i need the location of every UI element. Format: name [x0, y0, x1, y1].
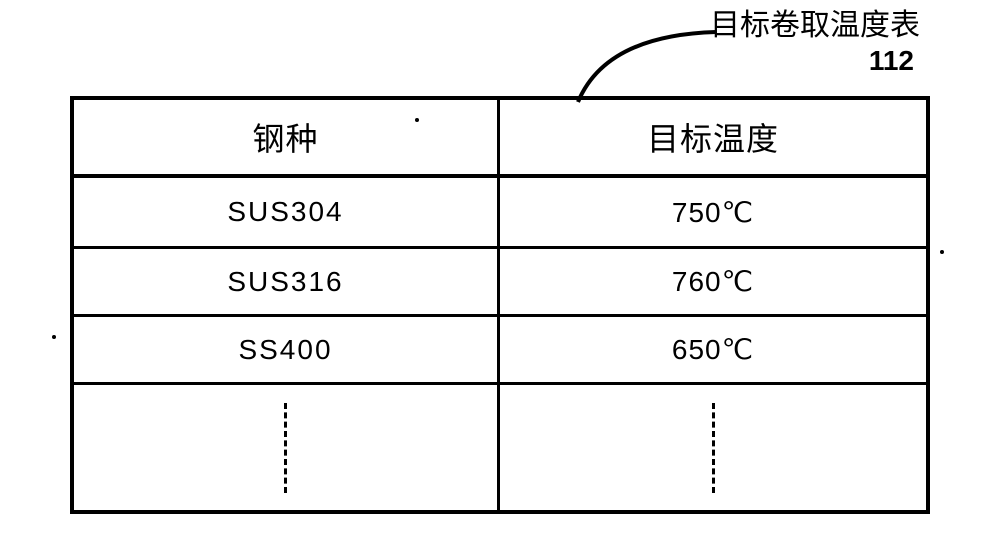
cell-grade: SUS316 [74, 249, 500, 314]
leader-line [568, 14, 728, 104]
vertical-ellipsis-icon [712, 403, 715, 493]
speck [52, 335, 56, 339]
speck [415, 118, 419, 122]
cell-grade: SS400 [74, 317, 500, 382]
column-header-grade: 钢种 [74, 100, 500, 174]
table-row: SUS316 760℃ [74, 246, 926, 314]
table-row: SS400 650℃ [74, 314, 926, 382]
cell-temp: 650℃ [500, 317, 926, 382]
cell-temp: 760℃ [500, 249, 926, 314]
table-row: SUS304 750℃ [74, 178, 926, 246]
ellipsis-cell [500, 385, 926, 510]
callout-number: 112 [710, 44, 920, 78]
callout-title: 目标卷取温度表 [710, 8, 920, 44]
temperature-table: 钢种 目标温度 SUS304 750℃ SUS316 760℃ SS400 65… [70, 96, 930, 514]
vertical-ellipsis-icon [284, 403, 287, 493]
ellipsis-cell [74, 385, 500, 510]
callout-label: 目标卷取温度表 112 [710, 8, 920, 78]
table-header-row: 钢种 目标温度 [74, 100, 926, 178]
speck [940, 250, 944, 254]
cell-grade: SUS304 [74, 178, 500, 246]
column-header-temp: 目标温度 [500, 100, 926, 174]
table-row-continues [74, 382, 926, 510]
cell-temp: 750℃ [500, 178, 926, 246]
